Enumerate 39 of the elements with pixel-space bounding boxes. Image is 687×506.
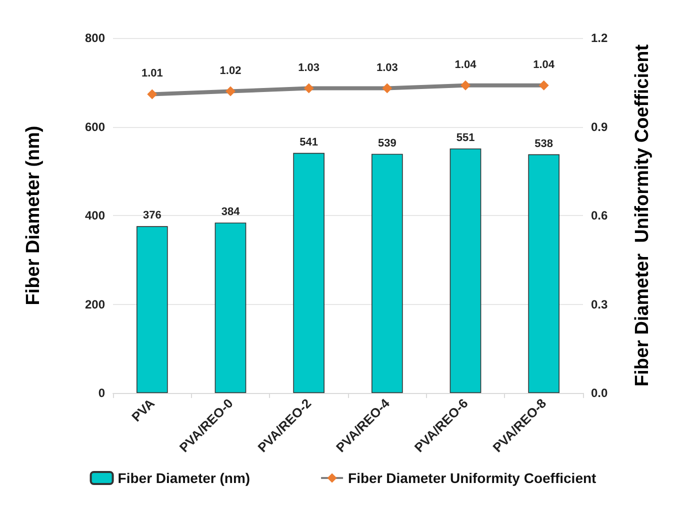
point [304, 83, 314, 94]
y2-tick-label: 0.3 [591, 297, 608, 312]
data-label: 376 [142, 210, 162, 222]
data-label: 538 [534, 138, 554, 150]
y2-tick-label: 1.2 [591, 31, 608, 45]
y2-axis-title: Fiber Diameter Uniformity Coefficient [632, 44, 653, 387]
y-tick-label: 200 [84, 297, 106, 312]
y-tick-label: 800 [84, 31, 106, 45]
x-tick-label: PVA [128, 395, 158, 424]
y-axis-title: Fiber Diameter (nm) [23, 126, 44, 306]
point [147, 89, 158, 100]
data-label: 551 [456, 132, 475, 144]
point [538, 80, 549, 90]
bar [528, 154, 560, 393]
bar [136, 226, 168, 393]
legend-label: Fiber Diameter Uniformity Coefficient [348, 470, 597, 486]
bar [214, 222, 246, 393]
y2-tick-label: 0.9 [591, 120, 608, 134]
data-label: 1.04 [454, 58, 478, 71]
y2-tick-label: 0.0 [591, 386, 608, 400]
data-label: 1.03 [298, 62, 320, 74]
y2-tick-label: 0.6 [591, 208, 608, 222]
bar [450, 148, 482, 393]
y-tick-label: 600 [84, 120, 106, 134]
data-label: 541 [300, 136, 318, 148]
legend-label: Fiber Diameter (nm) [118, 470, 250, 486]
data-label: 1.02 [220, 64, 242, 77]
data-label: 384 [221, 206, 241, 218]
data-label: 1.03 [376, 62, 398, 74]
data-label: 1.04 [533, 58, 556, 71]
bar [293, 152, 324, 393]
y-tick-label: 400 [84, 208, 106, 222]
point [382, 83, 392, 94]
y-tick-label: 0 [98, 386, 106, 400]
point [226, 86, 236, 96]
point [460, 80, 470, 90]
bar [372, 154, 403, 393]
data-label: 1.01 [141, 68, 163, 80]
data-label: 539 [378, 137, 396, 150]
